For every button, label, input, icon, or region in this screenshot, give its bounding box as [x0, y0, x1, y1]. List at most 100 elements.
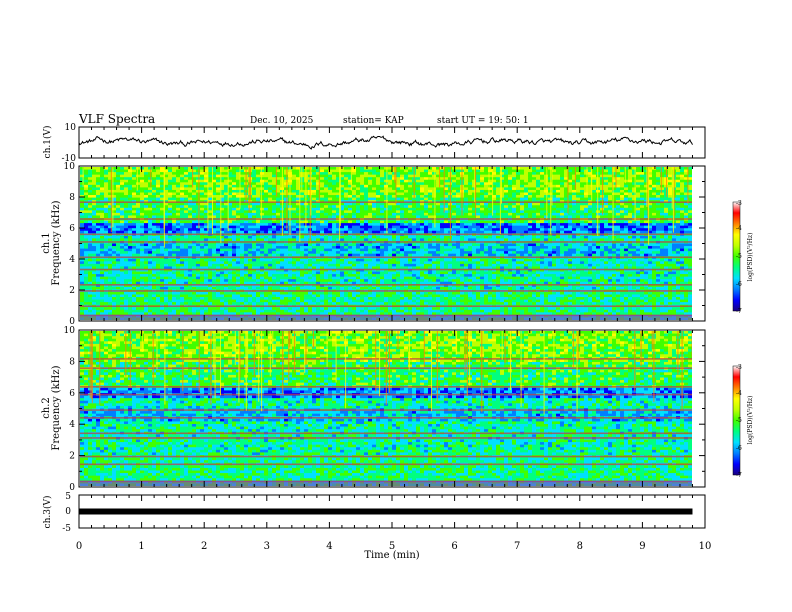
spectrogram-cell	[644, 238, 649, 242]
spectrogram-cell	[196, 215, 201, 219]
spectrogram-cell	[492, 167, 497, 170]
spectrogram-cell	[432, 228, 437, 232]
spectrogram-cell	[396, 215, 401, 219]
spectrogram-cell	[196, 205, 201, 209]
spectrogram-cell	[224, 167, 229, 170]
spectrogram-cell	[564, 220, 569, 224]
spectrogram-cell	[292, 228, 297, 232]
spectrogram-cell	[496, 235, 501, 239]
spectrogram-cell	[472, 238, 477, 242]
spectrogram-cell	[160, 228, 165, 232]
spectrogram-cell	[580, 207, 585, 211]
spectrogram-cell	[684, 235, 689, 239]
spectrogram-cell	[540, 223, 545, 227]
spectrogram-cell	[124, 225, 129, 229]
spectrogram-cell	[472, 205, 477, 209]
spectrogram-cell	[112, 172, 117, 176]
spectrogram-cell	[296, 182, 301, 186]
spectrogram-cell	[468, 212, 473, 216]
spectrogram-cell	[112, 220, 117, 224]
spectrogram-cell	[404, 169, 409, 173]
spectrogram-cell	[632, 182, 637, 186]
spectrogram-cell	[552, 228, 557, 232]
spectrogram-cell	[188, 205, 193, 209]
date-label: Dec. 10, 2025	[250, 116, 314, 126]
spectrogram-cell	[360, 189, 365, 193]
spectrogram-cell	[208, 167, 213, 170]
figure-title: VLF Spectra	[78, 112, 155, 126]
spectrogram-cell	[264, 225, 269, 229]
spectrogram-cell	[80, 220, 85, 224]
spectrogram-cell	[660, 179, 665, 183]
spectrogram-cell	[392, 202, 397, 206]
spectrogram-cell	[660, 238, 665, 242]
spectrogram-cell	[688, 189, 692, 193]
spectrogram-cell	[644, 220, 649, 224]
spectrogram-cell	[136, 167, 141, 170]
spectrogram-cell	[628, 202, 633, 206]
spectrogram-cell	[344, 207, 349, 211]
spectrogram-cell	[428, 192, 433, 196]
spectrogram-cell	[168, 215, 173, 219]
spectrogram-cell	[388, 182, 393, 186]
spectrogram-cell	[344, 210, 349, 214]
spectrogram-cell	[184, 207, 189, 211]
spectrogram-cell	[116, 223, 121, 227]
spectrogram-cell	[436, 215, 441, 219]
spectrogram-cell	[260, 215, 265, 219]
spectrogram-cell	[484, 195, 489, 198]
spectrogram-cell	[328, 167, 333, 170]
ch1-spectrogram-image	[80, 167, 692, 320]
spectrogram-cell	[488, 177, 493, 181]
spectrogram-cell	[676, 202, 681, 206]
spectrogram-cell	[400, 223, 405, 227]
spectrogram-cell	[492, 228, 497, 232]
spectrogram-cell	[228, 197, 233, 201]
spectrogram-cell	[588, 172, 593, 176]
spectrogram-cell	[648, 189, 653, 193]
spectrogram-cell	[656, 192, 661, 196]
spectrogram-cell	[276, 184, 281, 188]
spectrogram-cell	[156, 205, 161, 209]
spectrogram-cell	[528, 220, 533, 224]
spectrogram-cell	[636, 187, 641, 191]
spectrogram-cell	[560, 220, 565, 224]
spectrogram-cell	[604, 197, 609, 201]
spectrogram-cell	[392, 235, 397, 239]
spectrogram-cell	[560, 230, 565, 234]
spectrogram-cell	[472, 207, 477, 211]
spectrogram-cell	[416, 195, 421, 198]
spectrogram-cell	[148, 223, 153, 227]
spectrogram-cell	[536, 210, 541, 214]
spectrogram-cell	[512, 167, 517, 170]
spectrogram-cell	[444, 230, 449, 234]
spectrogram-cell	[620, 177, 625, 181]
spectrogram-cell	[132, 220, 137, 224]
spectrogram-cell	[480, 246, 485, 249]
spectrogram-cell	[340, 205, 345, 209]
spectrogram-cell	[104, 167, 109, 170]
spectrogram-cell	[128, 235, 133, 239]
spectrogram-cell	[100, 202, 105, 206]
spectrogram-cell	[556, 220, 561, 224]
spectrogram-cell	[528, 177, 533, 181]
spectrogram-cell	[484, 210, 489, 214]
spectrogram-cell	[112, 246, 117, 249]
spectrogram-cell	[252, 215, 257, 219]
spectrogram-cell	[240, 169, 245, 173]
spectrogram-cell	[312, 238, 317, 242]
spectrogram-cell	[588, 205, 593, 209]
spectrogram-cell	[152, 179, 157, 183]
spectrogram-cell	[644, 205, 649, 209]
spectrogram-cell	[416, 230, 421, 234]
spectrogram-cell	[624, 225, 629, 229]
spectrogram-cell	[356, 235, 361, 239]
spectrogram-cell	[516, 215, 521, 219]
spectrogram-cell	[536, 172, 541, 176]
spectrogram-cell	[260, 187, 265, 191]
spectrogram-cell	[456, 205, 461, 209]
spectrogram-cell	[544, 179, 549, 183]
spectrogram-cell	[124, 228, 129, 232]
spectrogram-cell	[148, 215, 153, 219]
spectrogram-cell	[88, 246, 93, 249]
